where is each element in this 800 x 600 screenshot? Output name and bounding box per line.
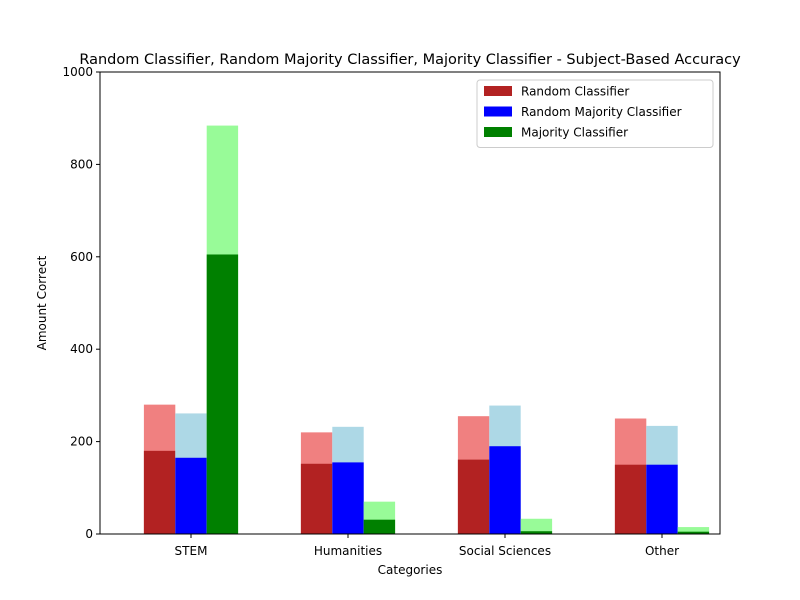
y-axis-label: Amount Correct xyxy=(35,255,49,350)
bar-total-2-2 xyxy=(520,518,553,534)
legend-swatch-2 xyxy=(484,127,512,137)
y-tick-label-4: 800 xyxy=(70,157,93,171)
x-tick-label-2: Social Sciences xyxy=(459,544,551,558)
bar-correct-1-0 xyxy=(175,457,207,534)
bar-correct-0-0 xyxy=(143,450,176,534)
bar-correct-1-2 xyxy=(489,446,521,534)
legend-swatch-0 xyxy=(484,86,512,96)
bar-correct-1-1 xyxy=(332,462,364,534)
bar-correct-2-2 xyxy=(520,531,553,534)
legend-label-0: Random Classifier xyxy=(521,85,629,99)
y-tick-label-1: 200 xyxy=(70,435,93,449)
bar-total-2-3 xyxy=(677,527,710,534)
bar-correct-0-3 xyxy=(614,464,647,534)
bar-correct-2-3 xyxy=(677,531,710,534)
bar-correct-0-2 xyxy=(457,459,490,534)
x-tick-label-1: Humanities xyxy=(314,544,382,558)
bar-correct-0-1 xyxy=(300,463,333,534)
legend-label-2: Majority Classifier xyxy=(521,126,628,140)
bars-group xyxy=(143,125,710,535)
y-tick-label-3: 600 xyxy=(70,250,93,264)
y-axis: 0 200 400 600 800 1000 xyxy=(62,65,100,541)
x-tick-label-0: STEM xyxy=(175,544,208,558)
legend-swatch-1 xyxy=(484,106,512,117)
y-tick-label-5: 1000 xyxy=(62,65,93,79)
legend-frame xyxy=(476,79,714,148)
bar-correct-2-1 xyxy=(363,519,396,534)
x-axis-label: Categories xyxy=(378,563,443,577)
bar-correct-2-0 xyxy=(206,254,239,535)
y-tick-label-0: 0 xyxy=(85,527,93,541)
x-axis: STEM Humanities Social Sciences Other xyxy=(175,534,679,558)
bar-correct-1-3 xyxy=(646,464,678,534)
legend: Random Classifier Random Majority Classif… xyxy=(476,79,714,148)
legend-label-1: Random Majority Classifier xyxy=(521,105,682,119)
x-tick-label-3: Other xyxy=(645,544,679,558)
plot-frame xyxy=(99,71,721,535)
chart-title: Random Classifier, Random Majority Class… xyxy=(79,52,741,68)
y-tick-label-2: 400 xyxy=(70,342,93,356)
